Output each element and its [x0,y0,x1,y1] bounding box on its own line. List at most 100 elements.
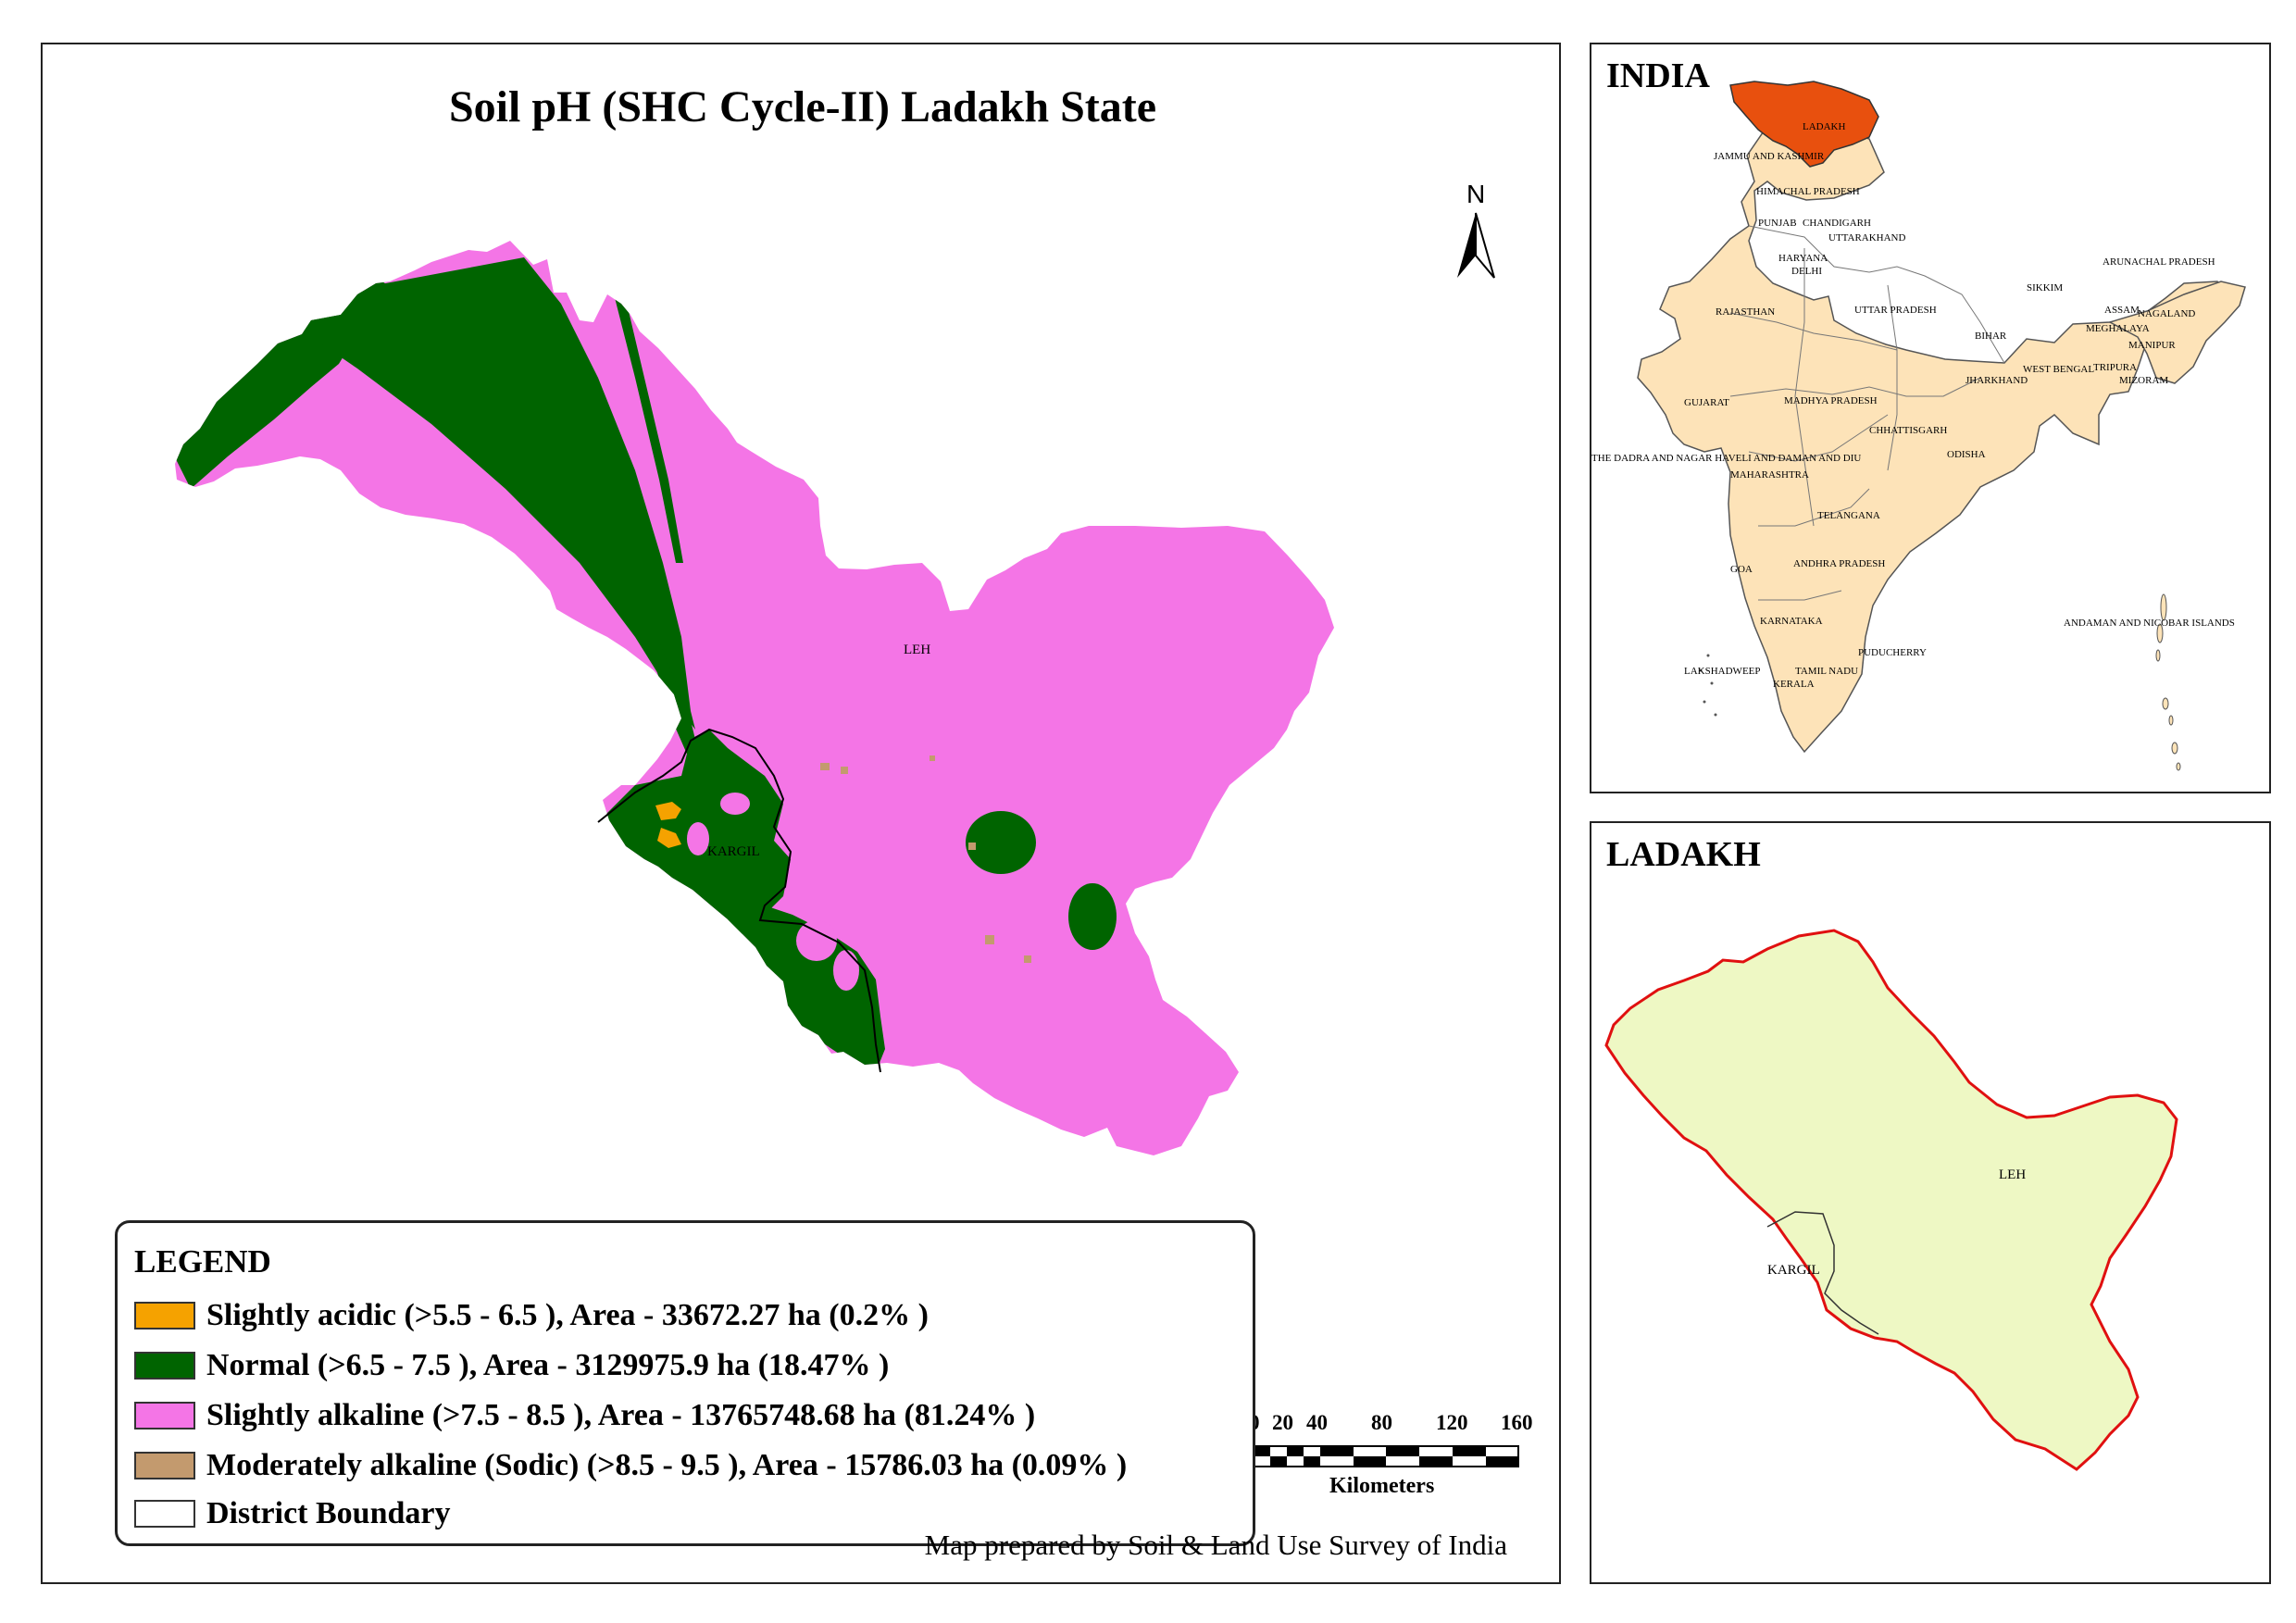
label-chhattisgarh: CHHATTISGARH [1869,425,1947,436]
ladakh-label-leh: LEH [1999,1167,2026,1182]
legend-swatch [134,1352,195,1380]
label-ap: ANDHRA PRADESH [1793,558,1885,569]
alkaline-pocket-3 [796,920,837,961]
scale-label-40: 40 [1306,1411,1328,1434]
label-tn: TAMIL NADU [1795,666,1858,677]
label-jk: JAMMU AND KASHMIR [1714,151,1825,162]
legend-item-normal: Normal (>6.5 - 7.5 ), Area - 3129975.9 h… [134,1347,889,1384]
ladakh-map: LEH KARGIL [1604,929,2178,1471]
label-puducherry: PUDUCHERRY [1858,647,1927,658]
sodic-speck-2 [841,767,848,774]
sodic-speck-5 [1024,955,1031,963]
legend-swatch [134,1302,195,1330]
ladakh-inset-title: LADAKH [1606,835,1761,874]
scale-label-80: 80 [1371,1411,1392,1434]
alkaline-pocket-2 [687,822,709,855]
label-mp: MADHYA PRADESH [1784,395,1878,406]
slightly-alkaline-region [175,241,1334,1155]
ladakh-highlight [1729,81,1879,168]
legend-label: District Boundary [206,1496,451,1530]
slightly-acidic-patch-2 [657,828,681,848]
label-hp: HIMACHAL PRADESH [1756,186,1860,197]
scale-label-120: 120 [1436,1411,1468,1434]
label-delhi: DELHI [1791,266,1822,277]
legend-item-district-boundary: District Boundary [134,1495,451,1532]
ladakh-inset-frame: LADAKH LEH KARGIL [1590,821,2271,1584]
normal-strip-east [609,276,683,563]
district-boundary-kargil [597,728,881,1073]
legend-label: Normal (>6.5 - 7.5 ), Area - 3129975.9 h… [206,1348,890,1382]
label-lakshadweep: LAKSHADWEEP [1684,666,1761,677]
legend-item-slightly-alkaline: Slightly alkaline (>7.5 - 8.5 ), Area - … [134,1397,1035,1434]
ladakh-label-kargil: KARGIL [1767,1263,1820,1278]
label-goa: GOA [1730,564,1753,575]
northeast-india [2108,281,2246,384]
state-boundaries [1729,225,2005,601]
label-dnh: THE DADRA AND NAGAR HAVELI AND DAMAN AND… [1591,453,1861,464]
label-mizoram: MIZORAM [2119,375,2168,386]
alkaline-pocket-4 [833,950,859,991]
label-manipur: MANIPUR [2128,340,2176,351]
india-inset-title: INDIA [1606,56,1710,95]
label-arunachal: ARUNACHAL PRADESH [2103,256,2215,268]
label-karnataka: KARNATAKA [1760,616,1823,627]
soil-ph-map: LEH KARGIL [175,212,1519,1467]
sodic-speck-1 [820,763,830,770]
label-bihar: BIHAR [1975,331,2007,342]
scale-label-160: 160 [1501,1411,1533,1434]
sodic-speck-4 [985,935,994,944]
india-inset-frame: INDIA LADAKH JAM [1590,43,2271,793]
legend-item-slightly-acidic: Slightly acidic (>5.5 - 6.5 ), Area - 33… [134,1297,929,1334]
label-odisha: ODISHA [1947,449,1986,460]
slightly-acidic-patch-1 [655,802,681,820]
label-punjab: PUNJAB [1758,218,1797,229]
ladakh-outline [1604,929,2178,1471]
andaman-islands [2155,593,2181,771]
normal-wedge [293,257,695,730]
label-up: UTTAR PRADESH [1854,305,1937,316]
normal-patch-center [966,811,1036,874]
scale-unit: Kilometers [1329,1474,1435,1498]
label-sikkim: SIKKIM [2027,282,2063,293]
normal-region-south [728,905,885,1072]
sodic-speck-6 [930,755,935,761]
district-label-leh: LEH [904,643,930,657]
legend-title: LEGEND [134,1243,271,1280]
district-label-kargil: KARGIL [707,844,760,859]
label-ladakh: LADAKH [1803,121,1845,132]
legend-swatch [134,1402,195,1429]
lakshadweep-islands [1699,654,1717,717]
legend-swatch [134,1452,195,1479]
legend-label: Slightly acidic (>5.5 - 6.5 ), Area - 33… [206,1298,929,1332]
legend-label: Moderately alkaline (Sodic) (>8.5 - 9.5 … [206,1448,1128,1482]
ladakh-district-boundary [1766,1211,1879,1335]
label-telangana: TELANGANA [1817,510,1880,521]
label-jharkhand: JHARKHAND [1965,375,2028,386]
alkaline-pocket-1 [720,793,750,815]
scale-label-20: 20 [1272,1411,1293,1434]
map-title: Soil pH (SHC Cycle-II) Ladakh State [448,82,1157,131]
normal-patch-southeast [1068,883,1117,950]
label-chandigarh: CHANDIGARH [1803,218,1871,229]
legend-item-moderately-alkaline: Moderately alkaline (Sodic) (>8.5 - 9.5 … [134,1447,1127,1484]
normal-patch-west [443,663,484,685]
label-meghalaya: MEGHALAYA [2086,323,2150,334]
label-nagaland: NAGALAND [2138,308,2195,319]
sodic-speck-3 [968,843,976,850]
legend-box: LEGEND Slightly acidic (>5.5 - 6.5 ), Ar… [115,1220,1255,1546]
main-map-frame: Soil pH (SHC Cycle-II) Ladakh State [41,43,1561,1584]
label-haryana: HARYANA [1778,253,1828,264]
legend-label: Slightly alkaline (>7.5 - 8.5 ), Area - … [206,1398,1036,1432]
scale-bar [1253,1445,1519,1467]
label-tripura: TRIPURA [2093,362,2137,373]
north-label: N [1466,180,1486,208]
label-assam: ASSAM [2104,305,2140,316]
label-wb: WEST BENGAL [2023,364,2094,375]
label-gujarat: GUJARAT [1684,397,1729,408]
label-andaman: ANDAMAN AND NICOBAR ISLANDS [2064,618,2235,629]
label-uttarakhand: UTTARAKHAND [1828,232,1906,243]
label-kerala: KERALA [1773,679,1815,690]
north-arrow-icon [1457,212,1495,279]
map-credit: Map prepared by Soil & Land Use Survey o… [924,1529,1507,1561]
label-rajasthan: RAJASTHAN [1716,306,1775,318]
